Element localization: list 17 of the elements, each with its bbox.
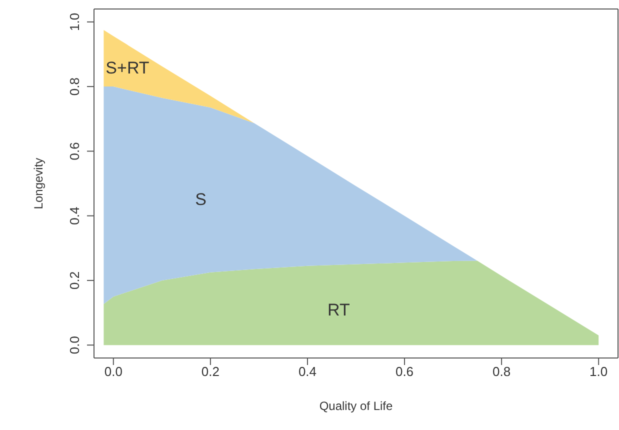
x-tick-label: 0.6: [395, 364, 414, 380]
y-tick-label: 0.2: [67, 271, 82, 290]
series-label: RT: [328, 300, 350, 320]
y-tick-label: 1.0: [67, 12, 82, 31]
x-tick-label: 0.0: [104, 364, 122, 380]
y-tick-label: 0.0: [67, 336, 82, 354]
series-label: S: [195, 190, 207, 210]
x-tick-label: 0.8: [492, 364, 511, 380]
y-tick-label: 0.4: [67, 206, 82, 225]
x-tick-label: 1.0: [590, 364, 608, 380]
y-axis-title: Longevity: [31, 158, 46, 210]
series-label: S+RT: [106, 58, 150, 78]
x-axis-title: Quality of Life: [319, 399, 394, 413]
y-tick-label: 0.8: [67, 78, 82, 96]
x-tick-label: 0.4: [298, 364, 317, 380]
y-tick-label: 0.6: [67, 142, 82, 160]
x-tick-label: 0.2: [201, 364, 220, 380]
